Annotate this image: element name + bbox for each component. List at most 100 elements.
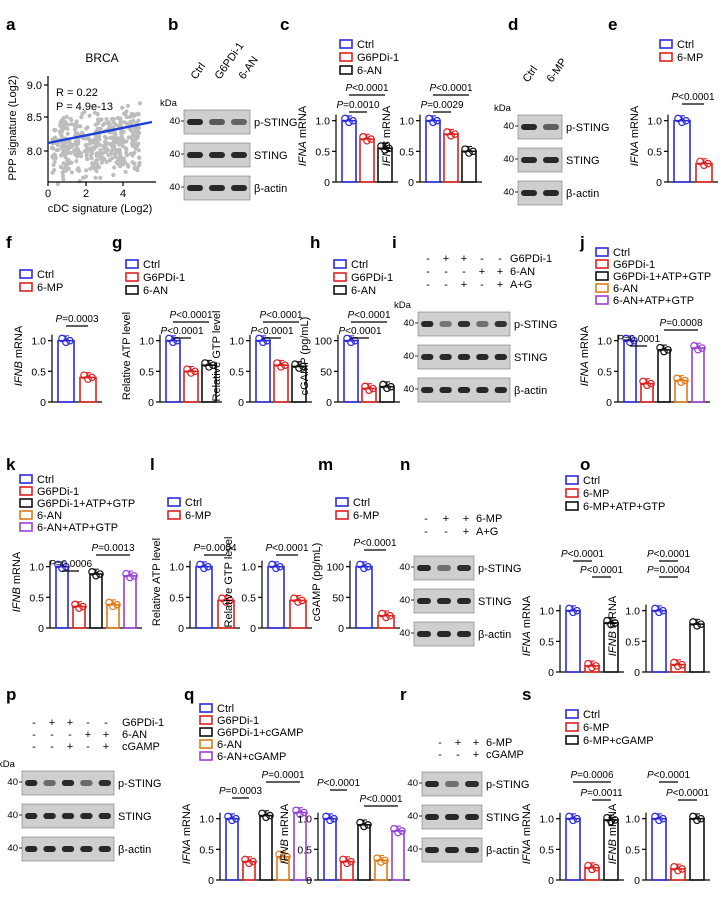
bar (355, 565, 373, 629)
treatment-sign: - (424, 526, 428, 538)
blot-band (98, 846, 111, 852)
scatter-point (104, 159, 109, 165)
scatter-point (74, 119, 79, 124)
bar (651, 817, 667, 881)
data-point (461, 145, 469, 153)
lane-label: Ctrl (189, 61, 209, 82)
blot-band (61, 780, 75, 786)
p-value-text: P=0.0004 (647, 565, 691, 576)
scatter-point (104, 117, 109, 122)
scatter-point (135, 111, 141, 116)
data-point (169, 338, 177, 347)
data-point (381, 856, 389, 865)
data-point (96, 570, 104, 578)
scatter-point (81, 175, 86, 180)
data-point (109, 602, 117, 611)
legend-entry: G6PDi-1 (217, 715, 259, 727)
blot-row-label: β-actin (118, 844, 151, 856)
data-point (673, 374, 681, 383)
legend-swatch (19, 269, 33, 279)
data-point (573, 606, 581, 615)
blot-row-label: STING (478, 596, 512, 608)
p-value-text: P<0.0001 (265, 543, 309, 554)
scatter-point (72, 127, 78, 132)
legend-swatch (595, 259, 609, 269)
data-point (584, 861, 592, 870)
data-point (347, 338, 355, 347)
legend-entry: 6-MP (353, 510, 379, 522)
scatter-point (72, 122, 77, 127)
scatter-point (88, 138, 93, 143)
data-point (359, 133, 367, 141)
blot-band (187, 152, 203, 158)
mw-label: 40 (7, 843, 18, 854)
scatter-point (76, 167, 81, 172)
data-point (339, 855, 347, 864)
blot-band (98, 780, 111, 786)
scatter-point (120, 105, 125, 110)
data-point (678, 118, 686, 127)
y-tick-label: 0 (326, 397, 332, 409)
blot-band (43, 813, 56, 819)
data-point (294, 598, 302, 606)
blot-band (417, 631, 431, 637)
scatter-point (75, 131, 80, 136)
data-point (268, 560, 276, 569)
data-point (276, 562, 284, 571)
data-point (54, 560, 62, 569)
blot-band (209, 152, 225, 158)
blot-band (457, 387, 471, 393)
blot-band (25, 846, 38, 852)
treatment-sign: - (86, 741, 90, 753)
data-point (383, 384, 391, 393)
scatter-point (58, 120, 63, 125)
data-point (659, 606, 667, 615)
legend-swatch (125, 272, 139, 282)
data-point (607, 817, 615, 826)
panel-letter-h: h (310, 233, 320, 252)
data-point (373, 854, 381, 862)
scatter-point (124, 151, 129, 156)
scatter-point (60, 173, 66, 178)
data-point (447, 132, 455, 140)
mw-label: 40 (403, 318, 414, 329)
y-axis-label: IFNB mRNA (607, 595, 619, 656)
legend-entry: G6PDi-1+cGAMP (217, 727, 304, 739)
y-tick-label: 1.0 (539, 606, 554, 618)
scatter-point (78, 124, 83, 129)
bar (379, 385, 395, 403)
blot-band (521, 157, 537, 163)
legend-swatch (565, 501, 579, 511)
data-point (165, 334, 173, 343)
legend-entry: Ctrl (613, 247, 630, 259)
data-point (272, 564, 280, 573)
blot-row-label: p-STING (118, 778, 161, 790)
y-tick-label: 1.0 (315, 116, 330, 128)
mw-label: 40 (407, 811, 418, 822)
scatter-point (102, 134, 108, 139)
treatment-sign: + (67, 741, 73, 753)
data-point (296, 810, 304, 818)
p-value-text: P=0.0013 (91, 543, 135, 554)
mw-label: 40 (503, 121, 514, 132)
legend-swatch (565, 722, 579, 732)
scatter-point (97, 137, 102, 142)
data-point (360, 822, 368, 831)
blot-band (25, 780, 38, 786)
data-point (398, 827, 406, 835)
p-value-text: P<0.0001 (259, 310, 303, 321)
y-tick-label: 1.0 (625, 606, 640, 618)
scatter-point (136, 163, 142, 168)
p-value-text: P<0.0001 (580, 565, 624, 576)
scatter-point (137, 101, 142, 106)
data-point (607, 620, 615, 629)
scatter-point (131, 118, 136, 123)
p-value-text: P<0.0001 (250, 326, 294, 337)
data-point (71, 600, 79, 609)
treatment-sign: + (49, 717, 55, 729)
y-tick-label: 0.5 (625, 636, 640, 648)
bar (341, 119, 357, 183)
p-value-text: P=0.0003 (55, 314, 99, 325)
data-point (611, 816, 619, 824)
mw-label: 40 (399, 595, 410, 606)
